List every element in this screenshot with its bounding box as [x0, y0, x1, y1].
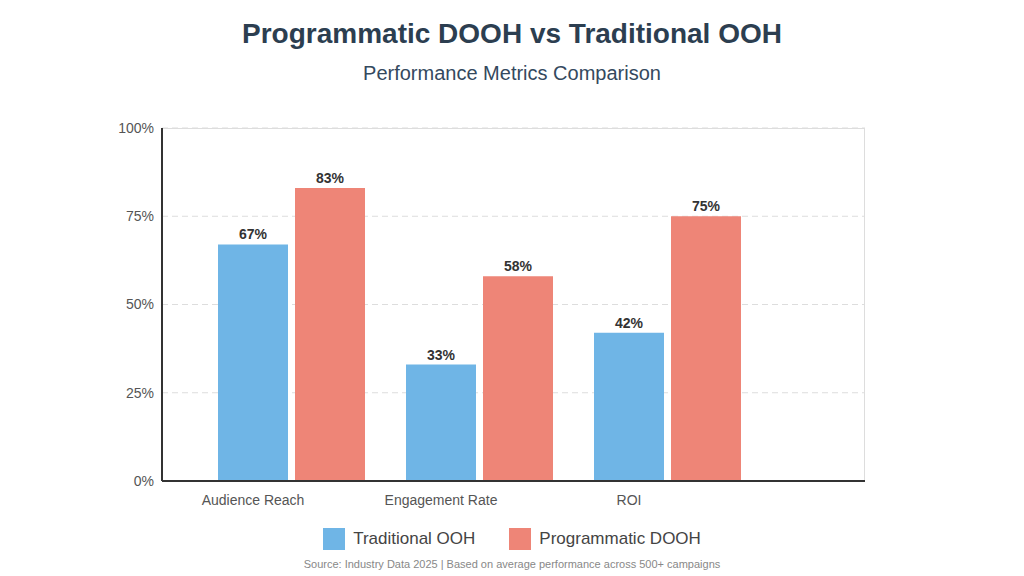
html-text:Programmatic DOOH vs Tradition: Programmatic DOOH vs Traditional OOH [242, 18, 782, 49]
svg-text:67%: 67% [239, 226, 268, 242]
svg-text:Audience Reach: Audience Reach [202, 492, 305, 508]
html-text:Programmatic DOOH: Programmatic DOOH [539, 529, 701, 548]
svg-text:58%: 58% [504, 258, 533, 274]
svg-text:25%: 25% [126, 385, 154, 401]
html-text:Performance Metrics Comparison: Performance Metrics Comparison [363, 62, 661, 84]
svg-text:33%: 33% [427, 347, 456, 363]
svg-text:Engagement Rate: Engagement Rate [385, 492, 498, 508]
html-text:Traditional OOH: Traditional OOH [353, 529, 476, 548]
svg-text:75%: 75% [692, 198, 721, 214]
svg-text:83%: 83% [316, 170, 345, 186]
svg-text:42%: 42% [615, 315, 644, 331]
html-text:Source: Industry Data 2025 | B: Source: Industry Data 2025 | Based on av… [303, 558, 721, 570]
svg-text:ROI: ROI [617, 492, 642, 508]
svg-text:0%: 0% [134, 473, 154, 489]
svg-text:100%: 100% [118, 120, 154, 136]
svg-text:50%: 50% [126, 296, 154, 312]
svg-text:75%: 75% [126, 208, 154, 224]
